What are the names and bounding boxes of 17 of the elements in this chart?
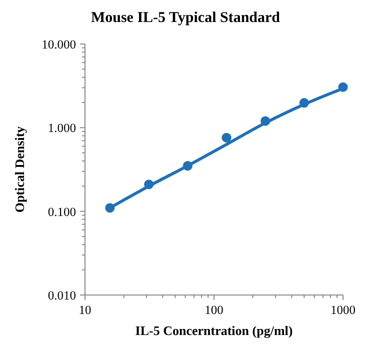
point — [222, 132, 232, 142]
y-tick-label: 0.100 — [48, 204, 76, 219]
point — [182, 161, 192, 171]
x-tick-label: 1000 — [330, 303, 356, 317]
x-tick-label: 10 — [78, 303, 92, 317]
y-axis-title: Optical Density — [12, 126, 27, 213]
x-axis-title: IL-5 Concerntration (pg/ml) — [135, 323, 293, 338]
point — [144, 180, 154, 190]
point — [299, 98, 309, 108]
point — [260, 116, 270, 126]
y-tick-label: 10.000 — [42, 38, 76, 52]
y-tick-label: 1.000 — [48, 121, 76, 136]
x-tick-label: 100 — [204, 303, 224, 317]
point — [105, 203, 115, 213]
y-tick-label: 0.010 — [48, 288, 76, 302]
chart-title: Mouse IL-5 Typical Standard — [90, 10, 281, 26]
point — [338, 82, 348, 92]
